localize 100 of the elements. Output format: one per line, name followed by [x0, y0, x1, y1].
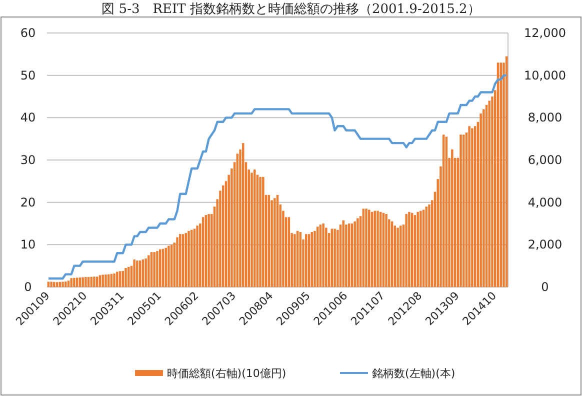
bar	[471, 128, 474, 287]
bar	[442, 134, 445, 287]
bar	[480, 113, 482, 287]
bar	[462, 134, 465, 287]
bar	[116, 272, 118, 287]
bar	[428, 204, 430, 287]
bar	[82, 277, 84, 287]
bar	[176, 237, 178, 287]
y2-tick-label: 12,000	[524, 26, 566, 40]
bar	[144, 258, 147, 287]
y-tick-label: 50	[20, 68, 36, 82]
bar	[325, 228, 328, 287]
bar	[73, 278, 76, 287]
bar	[422, 210, 425, 287]
y2-tick-label: 8,000	[528, 110, 562, 125]
bar	[322, 224, 324, 287]
bar	[50, 282, 52, 287]
bar	[179, 234, 182, 287]
bar	[153, 252, 156, 287]
bar	[460, 134, 462, 287]
bar	[288, 217, 290, 287]
bar	[488, 100, 491, 287]
y-tick-label: 40	[20, 110, 36, 125]
bar	[451, 149, 454, 287]
bar	[168, 246, 170, 287]
bar	[96, 276, 98, 287]
y-tick-label: 0	[24, 280, 32, 294]
bar	[204, 215, 208, 287]
y2-tick-label: 0	[541, 280, 549, 294]
bar	[294, 234, 296, 287]
bar	[305, 234, 308, 287]
bar	[445, 136, 448, 287]
bar	[414, 215, 416, 287]
chart-title: 図 5-3 REIT 指数銘柄数と時価総額の推移（2001.9-2015.2）	[102, 2, 480, 17]
bar	[376, 210, 379, 287]
bar	[184, 233, 187, 287]
bar	[408, 212, 410, 287]
bar	[62, 282, 64, 287]
bar	[368, 210, 370, 287]
bar	[136, 260, 138, 287]
y2-tick-label: 4,000	[528, 195, 562, 210]
bar	[67, 280, 70, 287]
bar	[482, 109, 485, 287]
bar	[188, 230, 190, 287]
bar	[98, 275, 102, 287]
bar	[385, 214, 388, 287]
bar	[374, 210, 376, 287]
bar	[113, 273, 116, 287]
legend-label: 時価総額(右軸)(10億円)	[167, 367, 286, 380]
bar	[53, 282, 56, 287]
bar	[202, 217, 204, 287]
bar	[196, 226, 198, 287]
bar	[500, 62, 502, 287]
bar	[87, 277, 90, 287]
bar	[316, 226, 319, 287]
bar	[420, 210, 422, 287]
bar	[156, 251, 158, 287]
bar	[84, 277, 87, 287]
bar	[242, 143, 244, 287]
bar	[93, 276, 96, 287]
y-tick-label: 10	[20, 238, 36, 252]
bar	[356, 218, 359, 287]
bar	[334, 228, 336, 287]
bar	[348, 224, 350, 287]
bar	[468, 126, 470, 287]
bar	[396, 228, 399, 287]
bar	[259, 176, 262, 287]
bar	[474, 126, 476, 287]
bar	[64, 281, 67, 287]
bar	[253, 170, 256, 287]
bar	[138, 260, 142, 287]
bar	[118, 271, 122, 287]
bar	[102, 274, 104, 287]
bar	[314, 230, 316, 287]
bar	[47, 282, 50, 287]
bar	[350, 224, 354, 287]
bar	[182, 234, 184, 287]
bar	[354, 221, 356, 287]
y2-tick-label: 10,000	[524, 68, 566, 82]
y-tick-label: 20	[20, 195, 36, 210]
bar	[405, 214, 408, 287]
bar	[148, 255, 150, 287]
bar	[362, 208, 365, 287]
y-tick-label: 30	[20, 153, 36, 167]
bar	[274, 198, 276, 287]
bar	[250, 172, 253, 287]
bar	[310, 232, 313, 287]
bar	[394, 226, 396, 287]
bar	[345, 224, 348, 287]
legend-label: 銘柄数(左軸)(本)	[372, 367, 456, 380]
bar	[365, 208, 368, 287]
bar	[150, 252, 153, 287]
y-tick-label: 60	[20, 26, 36, 40]
bar	[342, 220, 344, 287]
bar	[104, 274, 107, 287]
bar	[70, 278, 72, 287]
bar	[124, 268, 127, 287]
y2-tick-label: 6,000	[528, 153, 562, 167]
bar	[425, 206, 428, 287]
bar	[164, 248, 167, 287]
